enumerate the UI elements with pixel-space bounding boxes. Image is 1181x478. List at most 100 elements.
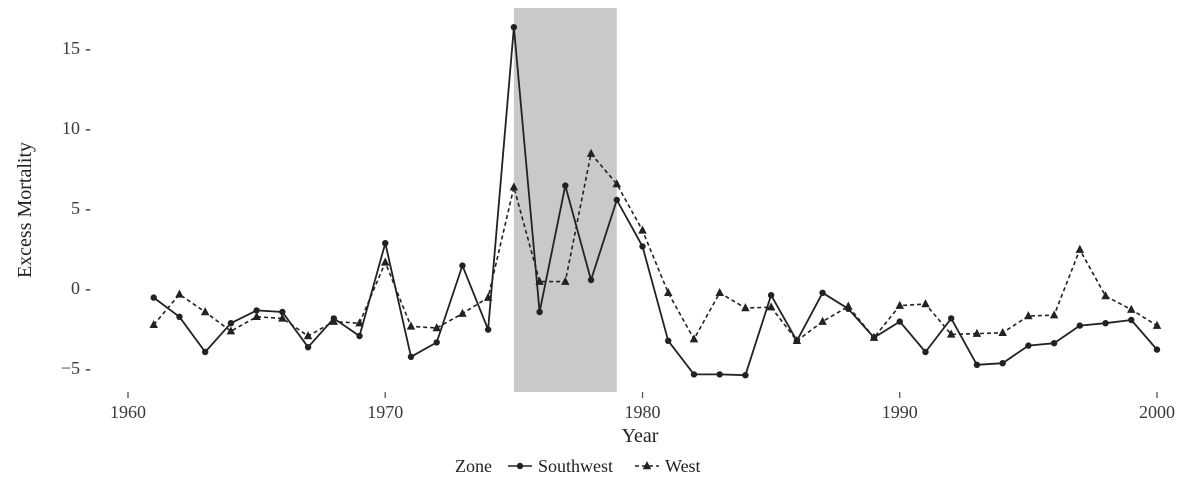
point-southwest xyxy=(716,371,723,378)
point-southwest xyxy=(279,308,286,316)
y-tick-mark: - xyxy=(85,118,91,138)
point-southwest xyxy=(896,318,903,325)
point-southwest xyxy=(999,360,1006,367)
point-west xyxy=(458,308,467,317)
point-west xyxy=(561,276,570,285)
point-west xyxy=(715,287,724,297)
point-west xyxy=(278,313,287,322)
point-southwest xyxy=(1153,346,1161,353)
y-tick-label: 15 xyxy=(62,38,80,58)
legend-item-west: West xyxy=(635,456,701,476)
series-line-southwest xyxy=(153,26,1158,377)
point-southwest xyxy=(665,337,672,344)
point-southwest xyxy=(1050,340,1058,347)
point-west xyxy=(612,179,622,188)
point-west xyxy=(972,328,982,337)
y-tick-label: 0 xyxy=(71,278,80,298)
point-west xyxy=(921,299,930,308)
point-west xyxy=(175,289,184,298)
point-southwest xyxy=(536,308,543,316)
point-west xyxy=(818,316,827,325)
point-southwest xyxy=(304,344,312,351)
shaded-period xyxy=(513,8,617,392)
point-west xyxy=(792,335,802,345)
point-southwest xyxy=(382,240,389,247)
point-west xyxy=(1049,310,1059,319)
x-tick-label: 1970 xyxy=(367,402,403,422)
point-southwest xyxy=(484,326,492,333)
point-southwest xyxy=(1102,320,1109,327)
series-southwest xyxy=(150,24,1161,379)
point-southwest xyxy=(459,262,466,269)
point-southwest xyxy=(613,196,620,204)
point-southwest xyxy=(150,294,157,301)
point-southwest xyxy=(1128,316,1135,324)
point-southwest xyxy=(1025,342,1032,349)
legend-item-southwest: Southwest xyxy=(508,456,613,476)
point-west xyxy=(329,316,339,325)
point-west xyxy=(998,327,1007,337)
point-southwest xyxy=(407,353,415,360)
legend-title: Zone xyxy=(455,456,492,476)
point-west xyxy=(895,300,904,309)
y-tick-label: 10 xyxy=(62,118,80,138)
point-southwest xyxy=(176,313,183,320)
y-tick-mark: - xyxy=(85,358,91,378)
legend-key-marker-southwest xyxy=(516,462,524,470)
point-west xyxy=(381,257,390,266)
point-west xyxy=(689,334,699,343)
x-tick-label: 1960 xyxy=(110,402,146,422)
point-west xyxy=(432,323,441,332)
point-west xyxy=(226,326,236,335)
point-west xyxy=(946,329,956,338)
point-west xyxy=(355,318,364,327)
point-west xyxy=(741,303,750,312)
legend-items: Southwest West xyxy=(508,456,701,476)
point-west xyxy=(1075,244,1085,253)
point-west xyxy=(1024,311,1033,320)
series-layer xyxy=(149,24,1162,379)
point-southwest xyxy=(639,243,646,250)
point-west xyxy=(303,331,313,340)
x-tick-label: 1990 xyxy=(882,402,918,422)
point-southwest xyxy=(356,332,363,340)
point-west xyxy=(1101,291,1110,300)
point-west xyxy=(535,276,544,285)
point-west xyxy=(509,182,519,191)
point-west xyxy=(252,311,261,321)
point-west xyxy=(149,319,158,329)
point-west xyxy=(200,307,210,316)
point-southwest xyxy=(922,348,929,356)
legend: Zone Southwest West xyxy=(455,456,701,476)
point-southwest xyxy=(819,289,826,296)
point-southwest xyxy=(587,276,595,284)
point-southwest xyxy=(201,348,209,356)
point-west xyxy=(1127,304,1136,313)
x-axis: 1960 1970 1980 1990 2000 xyxy=(110,392,1175,422)
legend-key-marker-west xyxy=(642,461,652,470)
point-southwest xyxy=(742,372,749,379)
point-southwest xyxy=(227,320,235,327)
point-west xyxy=(638,225,647,234)
point-southwest xyxy=(253,307,260,314)
x-tick-label: 1980 xyxy=(625,402,661,422)
legend-label-southwest: Southwest xyxy=(538,456,613,476)
point-southwest xyxy=(948,315,955,322)
point-west xyxy=(663,287,673,297)
point-west xyxy=(844,301,853,310)
point-southwest xyxy=(433,339,440,346)
x-tick-label: 2000 xyxy=(1139,402,1175,422)
shaded-region xyxy=(513,8,617,392)
point-southwest xyxy=(973,361,981,368)
point-southwest xyxy=(690,371,698,378)
point-west xyxy=(766,302,776,311)
y-tick-label: −5 xyxy=(61,358,80,378)
point-west xyxy=(406,321,416,330)
point-southwest xyxy=(510,24,518,31)
point-southwest xyxy=(562,182,569,189)
y-axis: −5 -0 -5 -10 -15- xyxy=(61,38,91,378)
y-tick-label: 5 xyxy=(71,198,80,218)
y-tick-mark: - xyxy=(85,278,91,298)
point-southwest xyxy=(767,292,775,299)
